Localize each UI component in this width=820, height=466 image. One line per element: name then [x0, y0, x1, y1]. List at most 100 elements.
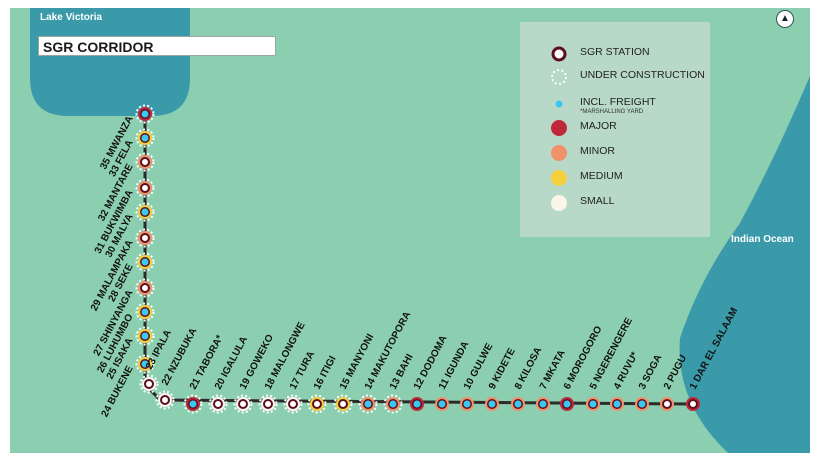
legend-item-medium: MEDIUM	[520, 166, 710, 188]
station-marker[interactable]	[410, 397, 424, 411]
legend-item-construction: UNDER CONSTRUCTION	[520, 65, 710, 87]
legend-label: SMALL	[580, 195, 615, 207]
north-arrow-icon: ▲	[776, 10, 794, 28]
station-icon	[551, 46, 567, 62]
stations-layer	[135, 104, 700, 414]
minor-icon	[551, 145, 567, 161]
station-marker[interactable]	[135, 228, 155, 248]
station-marker[interactable]	[635, 397, 649, 411]
station-icon	[213, 399, 223, 409]
map-title: SGR CORRIDOR	[38, 36, 276, 56]
under-construction-icon	[233, 394, 253, 414]
station-icon	[140, 183, 150, 193]
station-marker[interactable]	[660, 397, 674, 411]
station-marker[interactable]	[135, 104, 155, 124]
freight-icon	[364, 400, 372, 408]
under-construction-icon	[358, 394, 378, 414]
station-icon	[338, 399, 348, 409]
station-marker[interactable]	[686, 397, 700, 411]
station-marker[interactable]	[135, 152, 155, 172]
freight-icon	[141, 258, 149, 266]
station-marker[interactable]	[135, 278, 155, 298]
station-marker[interactable]	[208, 394, 228, 414]
under-construction-icon	[139, 374, 159, 394]
under-construction-icon	[135, 228, 155, 248]
under-construction-icon	[135, 202, 155, 222]
freight-icon	[638, 400, 646, 408]
legend-item-station: SGR STATION	[520, 42, 710, 64]
station-marker[interactable]	[283, 394, 303, 414]
legend-label: MAJOR	[580, 120, 617, 132]
freight-icon	[141, 110, 149, 118]
freight-icon	[613, 400, 621, 408]
station-marker[interactable]	[586, 397, 600, 411]
under-construction-icon	[135, 128, 155, 148]
station-marker[interactable]	[135, 128, 155, 148]
station-marker[interactable]	[155, 390, 175, 410]
freight-icon	[141, 134, 149, 142]
under-construction-icon	[551, 69, 567, 85]
freight-icon	[514, 400, 522, 408]
freight-icon	[141, 332, 149, 340]
legend-label: MINOR	[580, 145, 615, 157]
station-icon	[140, 157, 150, 167]
under-construction-icon	[307, 394, 327, 414]
station-marker[interactable]	[135, 178, 155, 198]
legend-sublabel: *MARSHALLING YARD	[580, 109, 644, 115]
station-marker[interactable]	[435, 397, 449, 411]
freight-icon	[141, 208, 149, 216]
small-icon	[551, 195, 567, 211]
station-marker[interactable]	[135, 326, 155, 346]
station-marker[interactable]	[135, 302, 155, 322]
under-construction-icon	[135, 178, 155, 198]
under-construction-icon	[135, 104, 155, 124]
freight-icon	[555, 100, 563, 108]
indian-ocean-label: Indian Ocean	[731, 234, 794, 245]
under-construction-icon	[283, 394, 303, 414]
station-icon	[288, 399, 298, 409]
legend-item-minor: MINOR	[520, 141, 710, 163]
under-construction-icon	[135, 252, 155, 272]
station-marker[interactable]	[511, 397, 525, 411]
station-icon	[160, 395, 170, 405]
freight-icon	[539, 400, 547, 408]
major-icon	[551, 120, 567, 136]
legend-label: SGR STATION	[580, 46, 650, 58]
station-icon	[140, 283, 150, 293]
medium-icon	[551, 170, 567, 186]
freight-icon	[563, 400, 571, 408]
under-construction-icon	[333, 394, 353, 414]
station-marker[interactable]	[183, 394, 203, 414]
legend-item-small: SMALL	[520, 191, 710, 213]
freight-icon	[141, 308, 149, 316]
station-marker[interactable]	[139, 374, 159, 394]
station-marker[interactable]	[233, 394, 253, 414]
under-construction-icon	[208, 394, 228, 414]
station-marker[interactable]	[135, 354, 155, 374]
indian-ocean	[679, 76, 810, 453]
station-marker[interactable]	[307, 394, 327, 414]
station-marker[interactable]	[610, 397, 624, 411]
legend-label: MEDIUM	[580, 170, 623, 182]
legend: SGR STATION UNDER CONSTRUCTION INCL. FRE…	[520, 22, 710, 237]
station-marker[interactable]	[460, 397, 474, 411]
freight-icon	[488, 400, 496, 408]
freight-icon	[463, 400, 471, 408]
legend-label: UNDER CONSTRUCTION	[580, 69, 705, 81]
under-construction-icon	[135, 302, 155, 322]
station-marker[interactable]	[485, 397, 499, 411]
station-icon	[263, 399, 273, 409]
station-marker[interactable]	[135, 202, 155, 222]
station-icon	[662, 399, 672, 409]
station-marker[interactable]	[333, 394, 353, 414]
station-icon	[312, 399, 322, 409]
freight-icon	[141, 360, 149, 368]
station-marker[interactable]	[383, 394, 403, 414]
station-marker[interactable]	[135, 252, 155, 272]
freight-icon	[389, 400, 397, 408]
station-marker[interactable]	[536, 397, 550, 411]
freight-icon	[589, 400, 597, 408]
station-marker[interactable]	[560, 397, 574, 411]
station-marker[interactable]	[358, 394, 378, 414]
station-marker[interactable]	[258, 394, 278, 414]
